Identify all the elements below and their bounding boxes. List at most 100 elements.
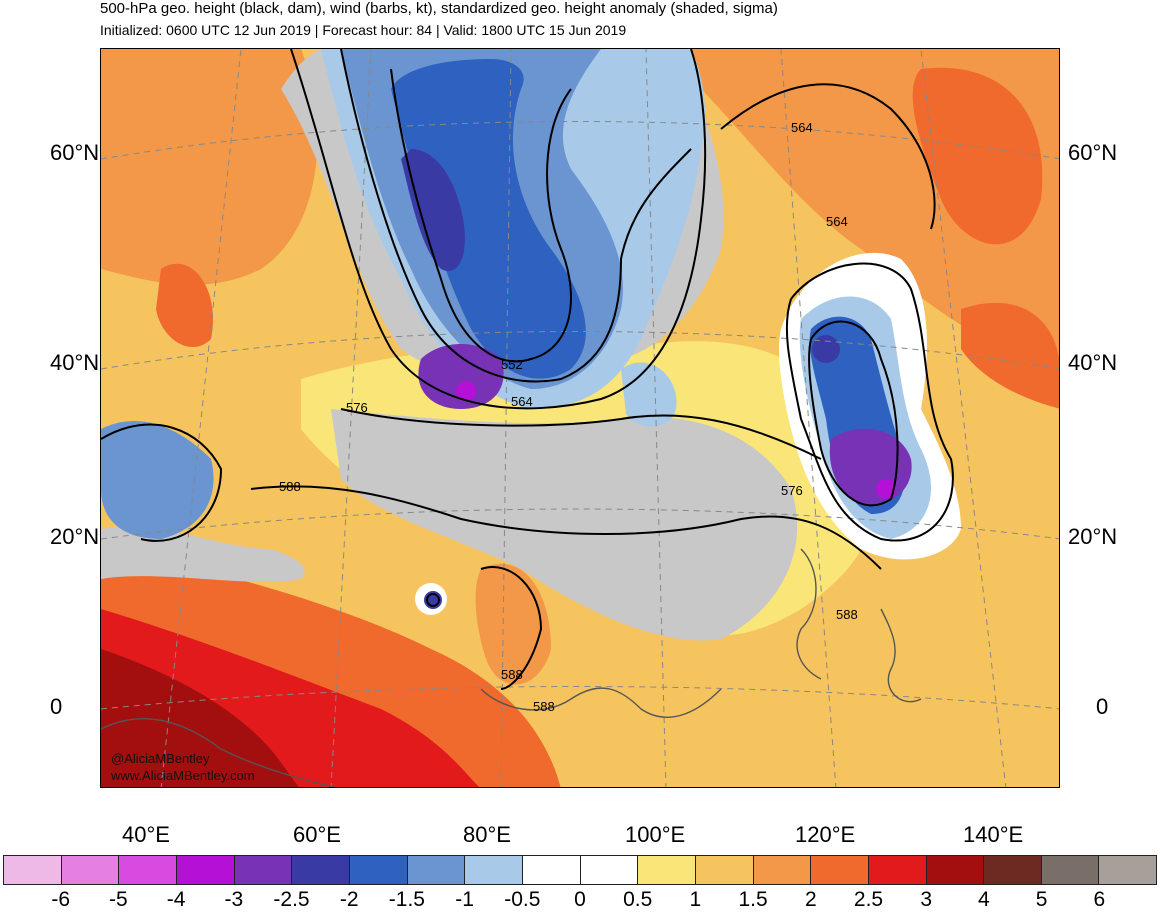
colorbar-tick-label: -5 <box>109 888 128 911</box>
lon-label-120e: 120°E <box>795 822 856 847</box>
colorbar-tick-label: 1 <box>689 888 702 911</box>
colorbar-tick-label: 5 <box>1035 888 1048 911</box>
parallel-0 <box>101 686 1059 710</box>
anomaly-map: 564 564 552 564 576 588 576 588 588 588 <box>101 49 1059 787</box>
map-panel: 564 564 552 564 576 588 576 588 588 588 @AliciaMB… <box>100 48 1060 788</box>
colorbar-cell <box>176 856 235 884</box>
anomaly-region-trough-core-north <box>401 149 465 271</box>
anomaly-region-northeast <box>101 49 1059 369</box>
colorbar-cell <box>407 856 466 884</box>
lon-label-140e: 140°E <box>963 822 1024 847</box>
lat-label-20n-right: 20°N <box>1068 524 1118 549</box>
colorbar-tick-label: 2 <box>804 888 817 911</box>
meridian-40e <box>160 49 242 787</box>
colorbar-tick-label: 0.5 <box>623 888 653 911</box>
colorbar-tick-label: -2.5 <box>273 888 310 911</box>
colorbar-cell <box>868 856 927 884</box>
lat-label-0-right: 0 <box>1096 694 1109 719</box>
meridian-100e <box>645 49 667 787</box>
contour-label: 564 <box>826 214 848 229</box>
graticule <box>101 49 1059 787</box>
colorbar-cell <box>753 856 812 884</box>
lon-label-100e: 100°E <box>625 822 686 847</box>
colorbar-tick-label: 6 <box>1093 888 1106 911</box>
colorbar-tick-label: -0.5 <box>504 888 541 911</box>
lat-label-60n-right: 60°N <box>1068 140 1118 165</box>
lon-label-40e: 40°E <box>122 822 170 847</box>
contour-label: 576 <box>781 483 803 498</box>
coast-south-asia <box>480 687 722 718</box>
colorbar-cell <box>292 856 350 884</box>
contour-label: 564 <box>791 120 813 135</box>
contour-trough-outer <box>290 49 707 410</box>
contour-label: 552 <box>501 357 523 372</box>
lat-label-40n-right: 40°N <box>1068 350 1118 375</box>
colorbar-cell <box>349 856 408 884</box>
lat-label-60n-left: 60°N <box>50 140 100 165</box>
colorbar-cell <box>1041 856 1100 884</box>
colorbar-cell <box>638 856 696 884</box>
meridian-120e <box>780 49 837 787</box>
lat-label-20n-left: 20°N <box>50 524 100 549</box>
contour-label: 588 <box>279 479 301 494</box>
lon-label-80e: 80°E <box>463 822 511 847</box>
colorbar-cell <box>234 856 293 884</box>
colorbar-cell <box>4 856 62 884</box>
anomaly-region-trough-inner <box>391 59 586 379</box>
contour-india <box>480 566 543 690</box>
anomaly-region-east-trough-max <box>876 479 896 499</box>
anomaly-region-europe <box>101 49 318 285</box>
contour-label: 564 <box>511 394 533 409</box>
colorbar-cell <box>926 856 985 884</box>
lon-label-60e: 60°E <box>293 822 341 847</box>
colorbar-tick-label: 4 <box>978 888 990 911</box>
contour-cyclone <box>426 593 440 607</box>
colorbar-tick-label: 1.5 <box>738 888 768 911</box>
contour-label: 588 <box>533 699 555 714</box>
colorbar-cell <box>984 856 1042 884</box>
colorbar-cell <box>61 856 120 884</box>
contour-east-trough <box>785 262 954 542</box>
credit-handle: @AliciaMBentley <box>111 751 210 766</box>
anomaly-region-trough-max <box>456 381 476 401</box>
credit-site: www.AliciaMBentley.com <box>111 768 255 783</box>
anomaly-colorbar <box>3 855 1157 885</box>
colorbar-cell <box>695 856 754 884</box>
colorbar-tick-label: -3 <box>224 888 244 911</box>
contour-east-trough-inner <box>808 320 899 507</box>
colorbar-tick-label: 3 <box>920 888 933 911</box>
map-title: 500-hPa geo. height (black, dam), wind (… <box>100 0 778 17</box>
parallel-20n <box>101 508 1059 540</box>
colorbar-tick-label: 2.5 <box>853 888 884 911</box>
contour-label: 588 <box>501 667 523 682</box>
anomaly-region-pacific-high <box>961 302 1059 409</box>
colorbar-cell <box>465 856 523 884</box>
coastlines <box>101 548 922 787</box>
contour-labels: 564 564 552 564 576 588 576 588 588 588 <box>279 120 858 714</box>
contour-trough-mid <box>340 49 692 383</box>
meridian-60e <box>330 49 372 787</box>
contour-576 <box>340 408 822 460</box>
lat-label-40n-left: 40°N <box>50 350 100 375</box>
coast-east-china <box>796 548 822 680</box>
meridian-140e <box>920 49 1007 787</box>
parallel-40n <box>101 331 1059 370</box>
colorbar-tick-label: 0 <box>574 888 586 911</box>
parallel-60n <box>101 121 1059 160</box>
colorbar-tick-label: -6 <box>51 888 71 911</box>
anomaly-region-caspian-low <box>101 420 214 539</box>
colorbar-cell <box>522 856 581 884</box>
colorbar-tick-label: -4 <box>166 888 186 911</box>
contour-588 <box>250 485 882 570</box>
anomaly-region-europe-core <box>156 263 213 348</box>
colorbar-tick-label: -1.5 <box>388 888 425 911</box>
anomaly-region-mongolia-low <box>621 362 677 427</box>
colorbar-tick-label: -1 <box>455 888 474 911</box>
colorbar-tick-label: -2 <box>339 888 359 911</box>
coast-philippines <box>880 608 922 703</box>
contour-trough-inner <box>390 68 572 363</box>
lat-label-0-left: 0 <box>50 694 63 719</box>
colorbar-cell <box>811 856 869 884</box>
colorbar-cell <box>1099 856 1157 884</box>
anomaly-region-east-trough-north <box>812 335 840 363</box>
